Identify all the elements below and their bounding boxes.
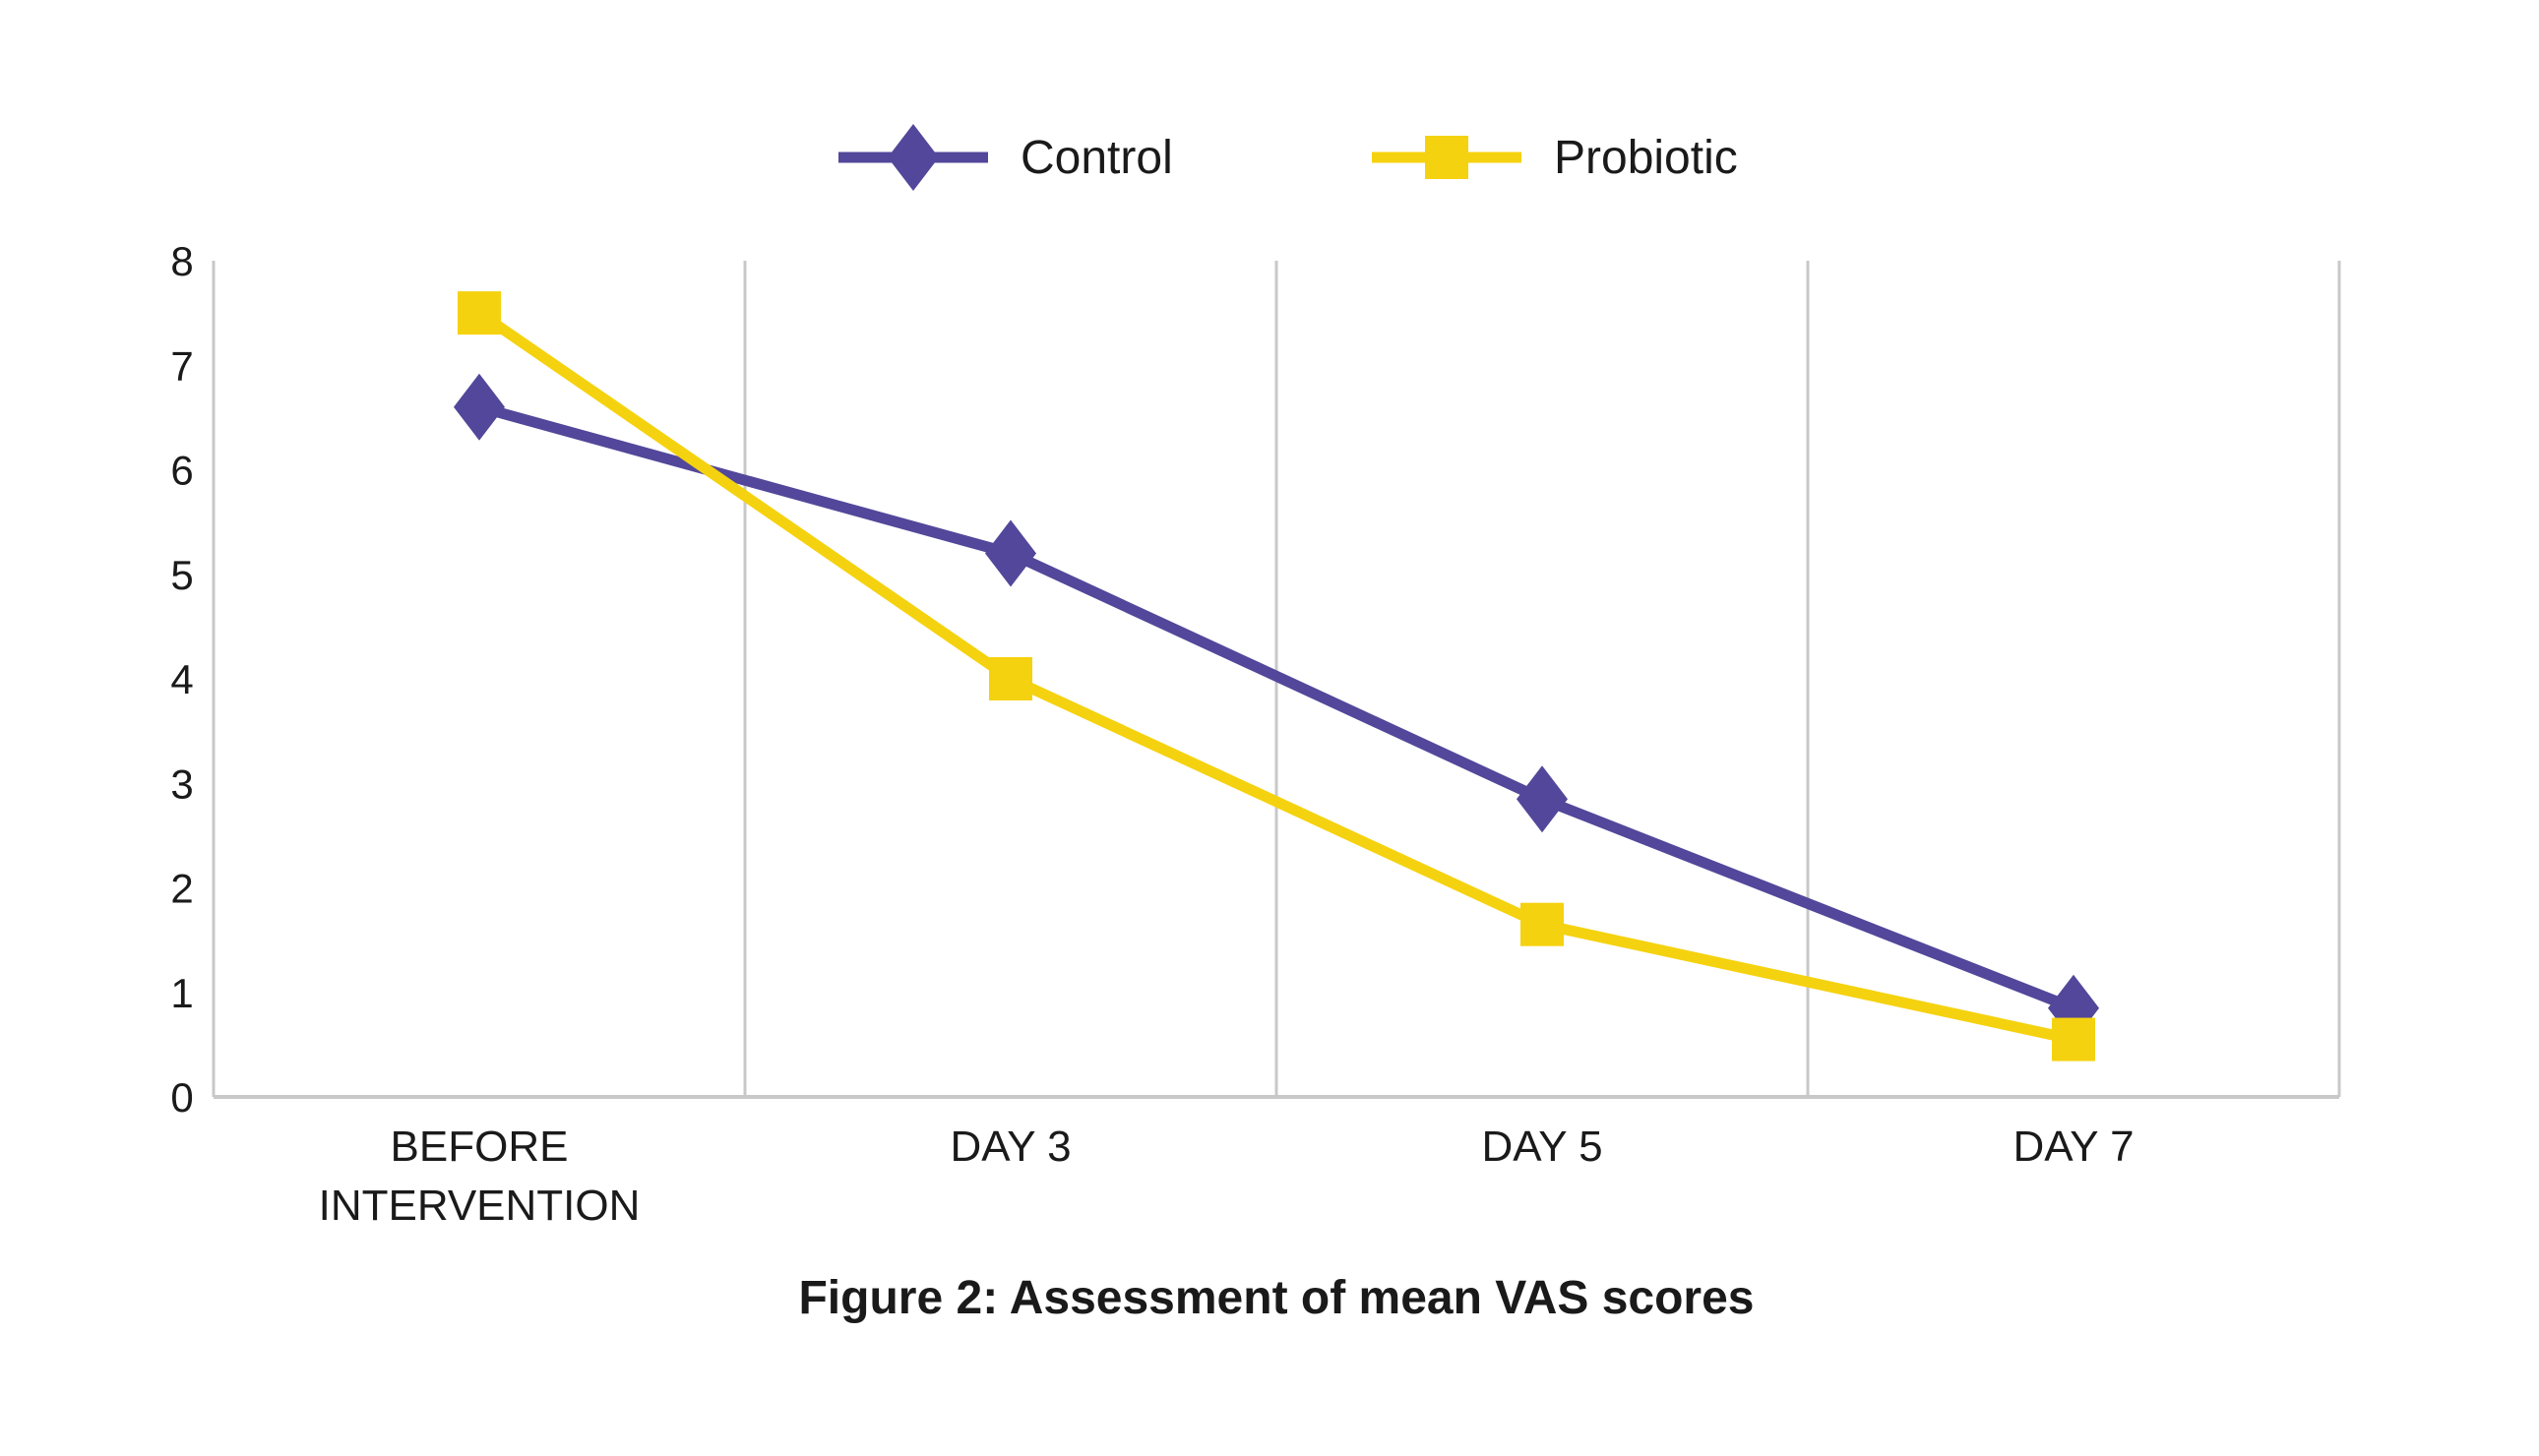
control-point xyxy=(1517,765,1568,833)
legend-square-icon xyxy=(1425,136,1468,179)
series-group xyxy=(454,291,2099,1062)
y-tick-label: 7 xyxy=(170,342,193,389)
control-point xyxy=(454,373,505,441)
legend: Control Probiotic xyxy=(838,124,1738,191)
series-probiotic xyxy=(458,291,2095,1062)
y-axis-ticks: 0 1 2 3 4 5 6 7 8 xyxy=(170,238,193,1121)
probiotic-line xyxy=(475,308,2075,1045)
x-tick-label: DAY 5 xyxy=(1481,1122,1602,1171)
x-tick-label: BEFORE xyxy=(391,1122,569,1171)
x-tick-label: DAY 3 xyxy=(950,1122,1071,1171)
legend-diamond-icon xyxy=(888,124,939,191)
control-line xyxy=(477,401,2076,1013)
y-tick-label: 5 xyxy=(170,552,193,598)
x-axis-ticks: BEFORE INTERVENTION DAY 3 DAY 5 DAY 7 xyxy=(319,1122,2135,1230)
probiotic-point xyxy=(2052,1017,2095,1062)
y-tick-label: 2 xyxy=(170,866,193,912)
probiotic-point xyxy=(989,657,1032,700)
legend-label: Probiotic xyxy=(1554,132,1738,184)
y-tick-label: 0 xyxy=(170,1074,193,1121)
y-tick-label: 6 xyxy=(170,448,193,494)
x-tick-label: DAY 7 xyxy=(2013,1122,2134,1171)
probiotic-point xyxy=(1520,902,1564,946)
y-tick-label: 3 xyxy=(170,760,193,807)
x-tick-label: INTERVENTION xyxy=(319,1182,641,1230)
legend-label: Control xyxy=(1021,132,1173,184)
probiotic-point xyxy=(458,291,501,335)
figure-caption: Figure 2: Assessment of mean VAS scores xyxy=(798,1272,1754,1324)
y-tick-label: 4 xyxy=(170,656,193,702)
y-tick-label: 8 xyxy=(170,238,193,284)
control-point xyxy=(985,519,1036,587)
y-tick-label: 1 xyxy=(170,970,193,1016)
